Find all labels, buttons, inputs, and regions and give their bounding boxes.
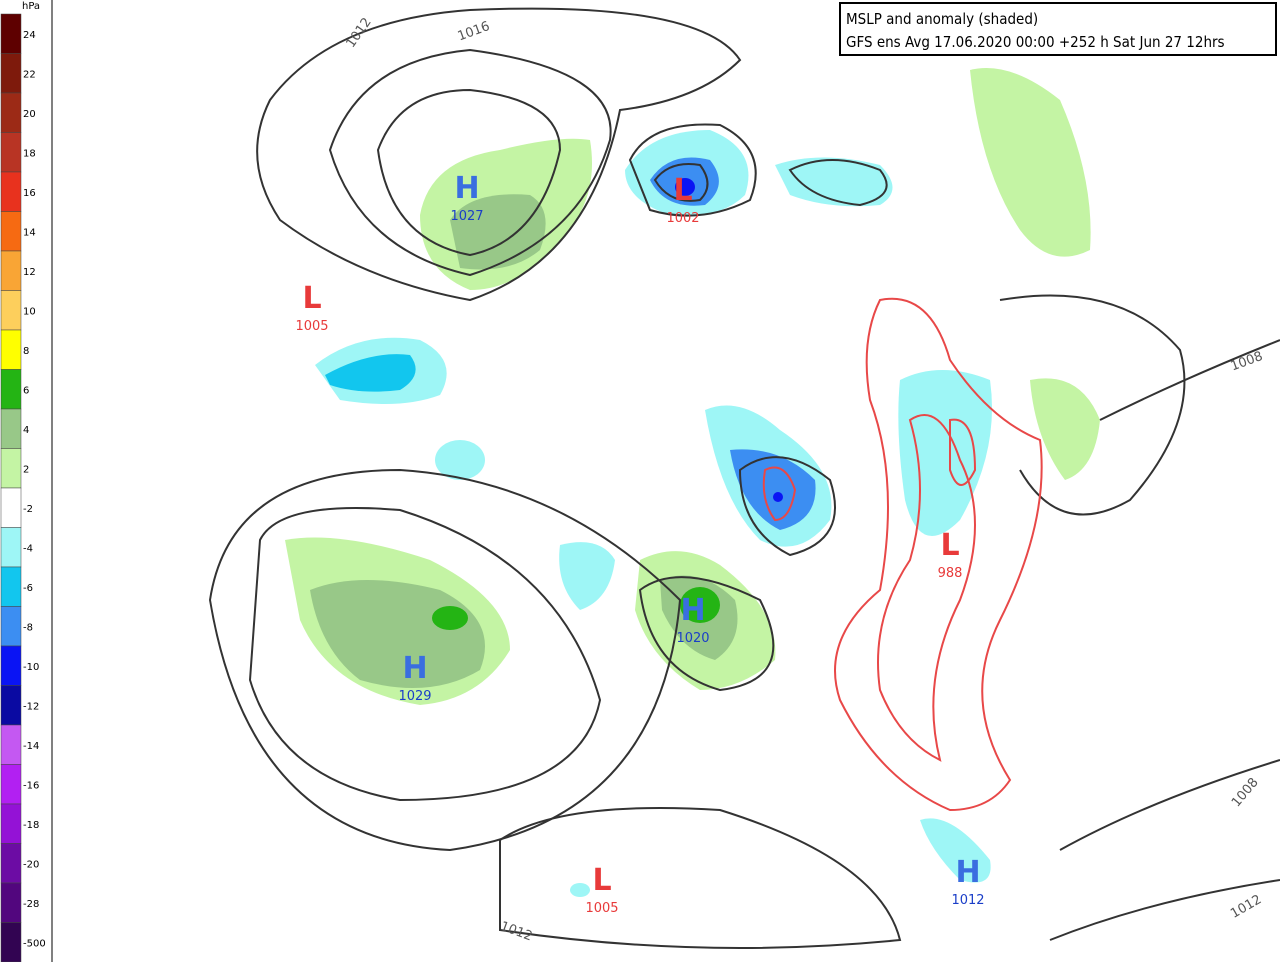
colorbar-label: -6 xyxy=(23,583,33,594)
colorbar-swatch xyxy=(0,369,22,410)
colorbar-label: 24 xyxy=(23,30,36,41)
colorbar-label: -28 xyxy=(23,899,39,910)
title-box: MSLP and anomaly (shaded) GFS ens Avg 17… xyxy=(839,2,1277,56)
center-value: 1002 xyxy=(666,211,699,226)
colorbar-label: 8 xyxy=(23,346,29,357)
colorbar: hPa 24 22 20 18 16 14 12 10 8 6 4 2 -2 -4 -6 -8 -10 -12 -14… xyxy=(0,1,46,962)
colorbar-label: 14 xyxy=(23,227,36,238)
colorbar-unit: hPa xyxy=(22,1,40,12)
colorbar-label: 20 xyxy=(23,109,36,120)
center-value: 1005 xyxy=(585,901,618,916)
colorbar-swatch xyxy=(0,171,22,212)
colorbar-label: -4 xyxy=(23,543,33,554)
isobar-label: 1008 xyxy=(1229,775,1262,810)
center-value: 988 xyxy=(938,566,963,581)
center-value: 1027 xyxy=(450,209,483,224)
center-letter: L xyxy=(940,528,959,563)
low-contours xyxy=(762,297,1043,812)
title-frame xyxy=(839,2,1277,56)
colorbar-swatch xyxy=(0,566,22,607)
colorbar-label: 22 xyxy=(23,69,36,80)
isobars xyxy=(208,7,1280,949)
center-value: 1020 xyxy=(676,631,709,646)
center-letter: L xyxy=(592,863,611,898)
colorbar-label: -18 xyxy=(23,820,39,831)
colorbar-label: -14 xyxy=(23,741,39,752)
colorbar-swatch xyxy=(0,408,22,449)
colorbar-swatch xyxy=(0,724,22,765)
center-letter: H xyxy=(680,593,705,628)
isobar-label: 1012 xyxy=(498,919,534,944)
colorbar-label: 10 xyxy=(23,306,36,317)
isobar-label: 1008 xyxy=(1229,349,1265,374)
colorbar-swatch xyxy=(0,53,22,94)
isobar-label: 1012 xyxy=(1228,892,1264,922)
colorbar-label: -20 xyxy=(23,859,39,870)
colorbar-label: 6 xyxy=(23,385,29,396)
colorbar-swatch xyxy=(0,329,22,370)
colorbar-swatch xyxy=(0,645,22,686)
colorbar-label: 4 xyxy=(23,425,29,436)
colorbar-label: -10 xyxy=(23,662,39,673)
center-letter: L xyxy=(673,173,692,208)
isobar-label: 1012 xyxy=(343,15,374,51)
anomaly-shading xyxy=(285,68,1100,897)
colorbar-label: -2 xyxy=(23,504,33,515)
colorbar-swatch xyxy=(0,13,22,54)
center-value: 1005 xyxy=(295,319,328,334)
center-letter: H xyxy=(955,855,980,890)
colorbar-swatch xyxy=(0,922,22,962)
colorbar-label: -16 xyxy=(23,780,39,791)
subtitle: GFS ens Avg 17.06.2020 00:00 +252 h Sat … xyxy=(846,33,1225,51)
colorbar-swatch xyxy=(0,487,22,528)
center-letter: H xyxy=(402,651,427,686)
colorbar-label: 2 xyxy=(23,464,29,475)
colorbar-swatch xyxy=(0,211,22,252)
colorbar-label: -8 xyxy=(23,622,33,633)
colorbar-swatch xyxy=(0,606,22,647)
center-letter: L xyxy=(302,281,321,316)
center-value: 1029 xyxy=(398,689,431,704)
colorbar-swatch xyxy=(0,92,22,133)
colorbar-swatch xyxy=(0,132,22,173)
colorbar-swatch xyxy=(0,882,22,923)
title: MSLP and anomaly (shaded) xyxy=(846,10,1038,28)
colorbar-label: 18 xyxy=(23,148,36,159)
colorbar-swatch xyxy=(0,250,22,291)
colorbar-swatch xyxy=(0,803,22,844)
colorbar-label: 16 xyxy=(23,188,36,199)
colorbar-swatch xyxy=(0,843,22,884)
center-value: 1012 xyxy=(951,893,984,908)
colorbar-swatch xyxy=(0,290,22,331)
colorbar-swatch xyxy=(0,527,22,568)
isobar-label: 1016 xyxy=(456,19,492,44)
colorbar-swatch xyxy=(0,685,22,726)
colorbar-swatch xyxy=(0,764,22,805)
center-letter: H xyxy=(454,171,479,206)
colorbar-swatch xyxy=(0,448,22,489)
colorbar-label: 12 xyxy=(23,267,36,278)
colorbar-label: -500 xyxy=(23,938,46,949)
colorbar-label: -12 xyxy=(23,701,39,712)
